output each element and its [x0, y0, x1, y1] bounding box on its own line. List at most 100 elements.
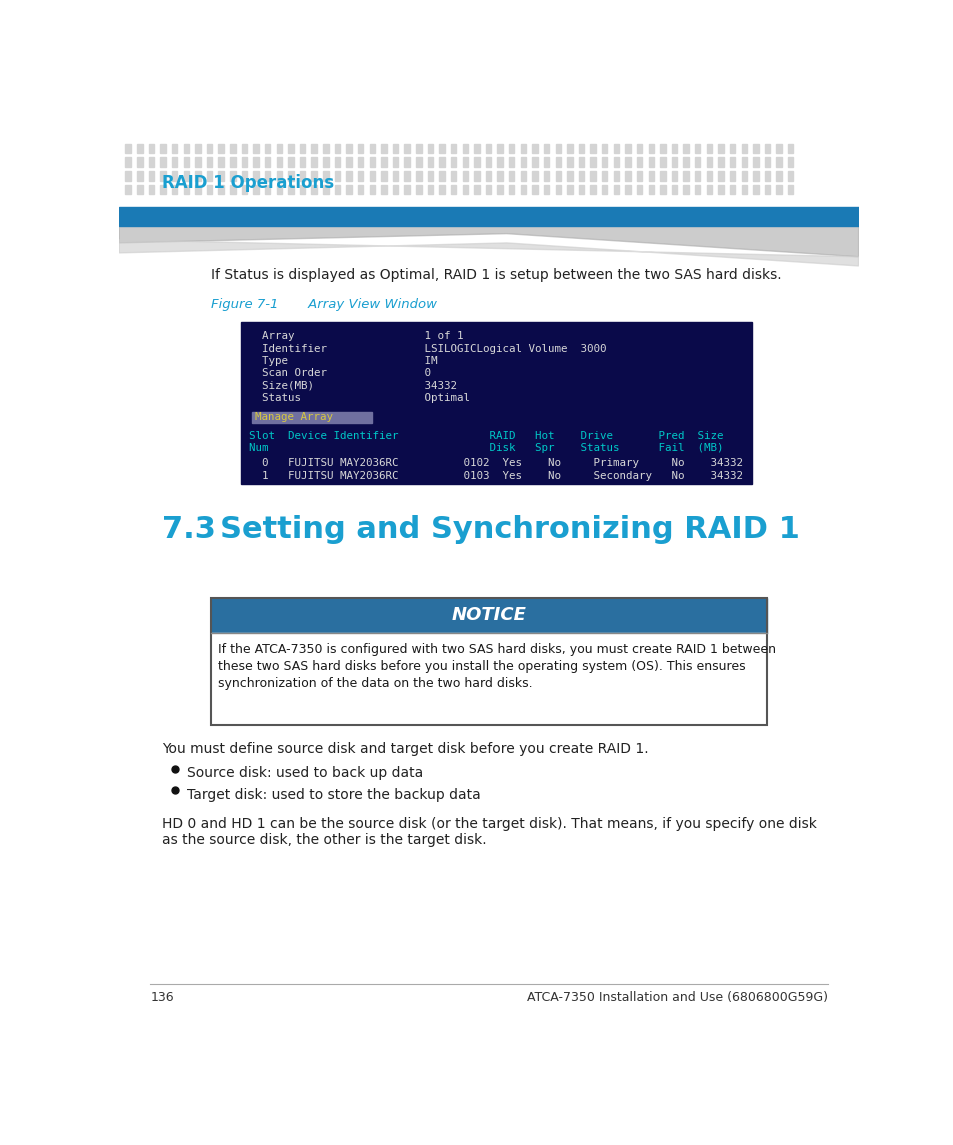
- Bar: [695, 185, 700, 195]
- Bar: [753, 143, 758, 152]
- Bar: [288, 143, 294, 152]
- Bar: [462, 157, 468, 167]
- Bar: [497, 143, 502, 152]
- Bar: [137, 172, 142, 181]
- Bar: [299, 143, 305, 152]
- Bar: [532, 157, 537, 167]
- Bar: [695, 157, 700, 167]
- Bar: [125, 157, 131, 167]
- Text: Manage Array: Manage Array: [254, 412, 333, 423]
- Bar: [369, 172, 375, 181]
- Bar: [195, 143, 200, 152]
- Bar: [381, 143, 386, 152]
- Bar: [520, 185, 525, 195]
- Bar: [230, 172, 235, 181]
- Bar: [183, 185, 189, 195]
- Bar: [567, 157, 572, 167]
- Bar: [149, 185, 154, 195]
- Bar: [485, 143, 491, 152]
- Bar: [532, 185, 537, 195]
- Bar: [211, 632, 766, 725]
- Bar: [357, 157, 363, 167]
- Bar: [509, 172, 514, 181]
- Bar: [427, 185, 433, 195]
- Bar: [729, 172, 735, 181]
- Bar: [230, 143, 235, 152]
- Bar: [253, 143, 258, 152]
- Bar: [567, 143, 572, 152]
- Bar: [555, 143, 560, 152]
- Bar: [659, 157, 665, 167]
- Bar: [160, 157, 166, 167]
- Bar: [299, 185, 305, 195]
- Bar: [706, 172, 711, 181]
- Bar: [369, 157, 375, 167]
- Text: Identifier               LSILOGICLogical Volume  3000: Identifier LSILOGICLogical Volume 3000: [249, 344, 605, 354]
- Bar: [695, 143, 700, 152]
- Bar: [357, 143, 363, 152]
- Bar: [729, 185, 735, 195]
- Bar: [567, 185, 572, 195]
- Bar: [532, 172, 537, 181]
- Bar: [439, 143, 444, 152]
- Bar: [578, 185, 583, 195]
- Bar: [299, 172, 305, 181]
- Bar: [265, 143, 270, 152]
- Bar: [276, 172, 282, 181]
- Bar: [404, 143, 410, 152]
- Bar: [474, 172, 479, 181]
- Bar: [125, 143, 131, 152]
- Bar: [624, 185, 630, 195]
- Text: Figure 7-1       Array View Window: Figure 7-1 Array View Window: [211, 298, 436, 310]
- Bar: [787, 143, 793, 152]
- Bar: [357, 172, 363, 181]
- Bar: [497, 185, 502, 195]
- Bar: [393, 143, 397, 152]
- Polygon shape: [119, 226, 858, 256]
- Bar: [543, 185, 549, 195]
- Text: these two SAS hard disks before you install the operating system (OS). This ensu: these two SAS hard disks before you inst…: [218, 661, 745, 673]
- Text: 7.3: 7.3: [162, 515, 215, 544]
- Bar: [439, 172, 444, 181]
- Bar: [323, 172, 328, 181]
- Bar: [474, 185, 479, 195]
- Text: If the ATCA-7350 is configured with two SAS hard disks, you must create RAID 1 b: If the ATCA-7350 is configured with two …: [218, 643, 776, 656]
- Bar: [740, 157, 746, 167]
- Bar: [211, 598, 766, 632]
- Bar: [648, 172, 654, 181]
- Bar: [119, 207, 858, 226]
- Bar: [590, 157, 596, 167]
- Bar: [474, 143, 479, 152]
- Text: Target disk: used to store the backup data: Target disk: used to store the backup da…: [187, 788, 480, 802]
- Bar: [207, 172, 212, 181]
- Bar: [346, 185, 352, 195]
- Bar: [299, 157, 305, 167]
- Bar: [439, 157, 444, 167]
- Bar: [137, 185, 142, 195]
- Bar: [416, 172, 421, 181]
- Text: synchronization of the data on the two hard disks.: synchronization of the data on the two h…: [218, 677, 533, 690]
- Bar: [265, 185, 270, 195]
- Bar: [241, 157, 247, 167]
- Bar: [671, 143, 677, 152]
- Bar: [137, 143, 142, 152]
- Bar: [207, 185, 212, 195]
- Bar: [682, 157, 688, 167]
- Bar: [671, 157, 677, 167]
- Bar: [276, 143, 282, 152]
- Bar: [323, 157, 328, 167]
- Bar: [497, 157, 502, 167]
- Bar: [160, 172, 166, 181]
- Bar: [195, 185, 200, 195]
- Bar: [311, 143, 316, 152]
- Bar: [776, 185, 781, 195]
- Bar: [695, 172, 700, 181]
- Bar: [637, 143, 641, 152]
- Bar: [311, 172, 316, 181]
- Bar: [601, 185, 607, 195]
- Bar: [288, 185, 294, 195]
- Bar: [637, 185, 641, 195]
- Bar: [427, 143, 433, 152]
- Bar: [706, 157, 711, 167]
- Bar: [509, 157, 514, 167]
